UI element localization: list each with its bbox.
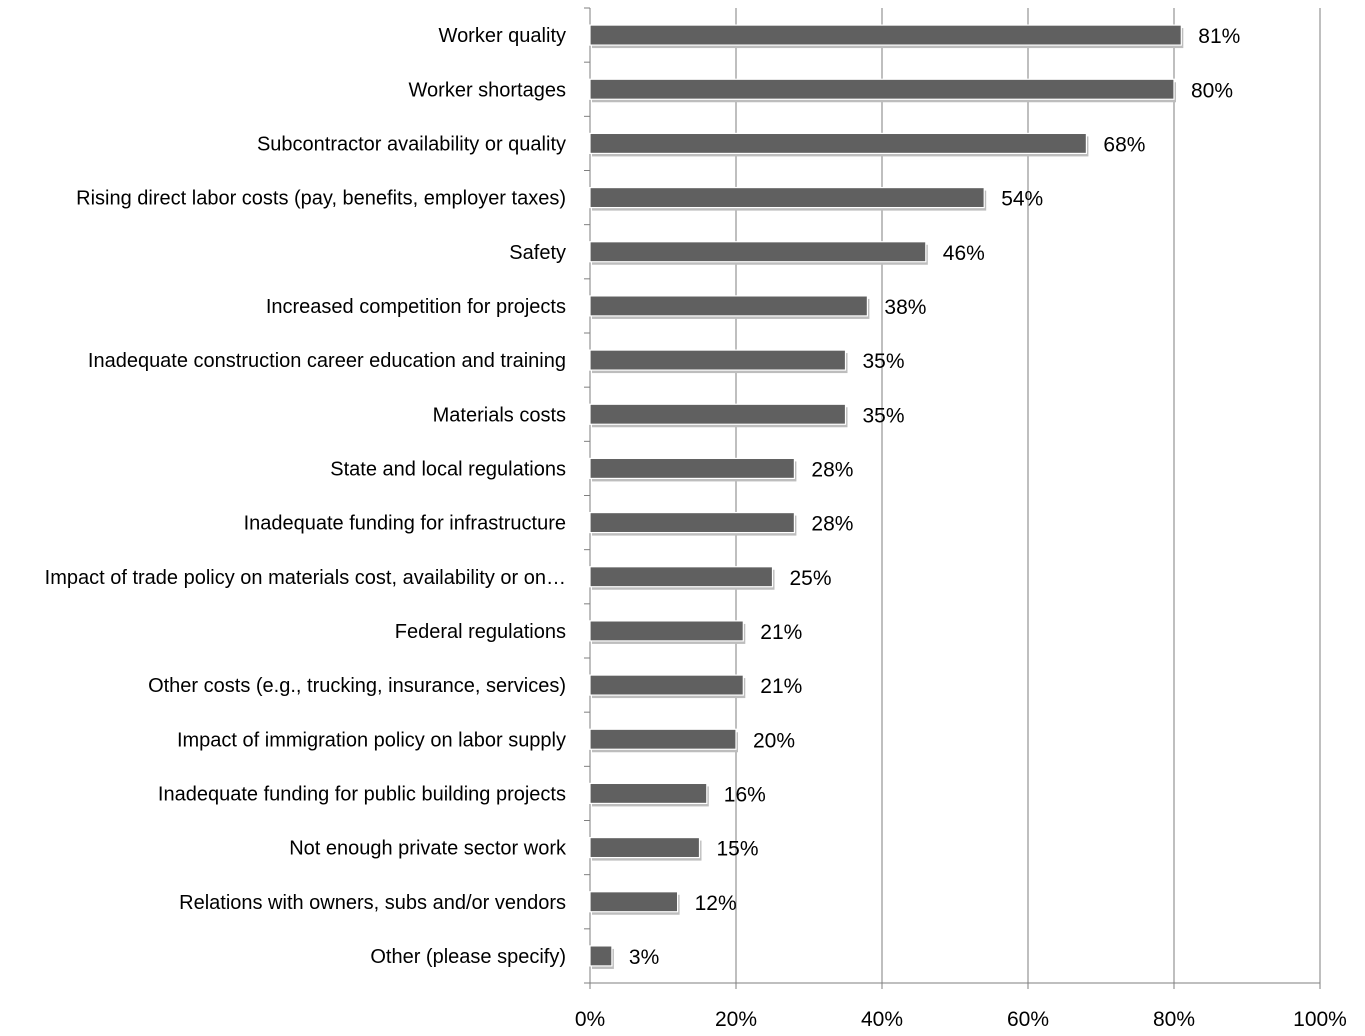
data-label: 35% (863, 404, 905, 427)
data-label: 46% (943, 242, 985, 265)
data-label: 21% (760, 675, 802, 698)
category-label: Inadequate funding for infrastructure (244, 513, 566, 535)
category-label: Increased competition for projects (266, 296, 566, 318)
bar (589, 24, 1182, 46)
data-label: 80% (1191, 79, 1233, 102)
data-label: 54% (1001, 188, 1043, 211)
category-label: Not enough private sector work (289, 838, 567, 860)
category-label: Subcontractor availability or quality (257, 133, 566, 155)
category-label: Federal regulations (395, 621, 566, 643)
bar (589, 674, 744, 696)
data-label: 68% (1103, 133, 1145, 156)
x-tick-label: 80% (1153, 1008, 1195, 1031)
bar (589, 132, 1087, 155)
x-tick-label: 40% (861, 1008, 903, 1031)
bar (589, 836, 701, 859)
x-tick-label: 0% (575, 1008, 605, 1031)
category-label: Impact of immigration policy on labor su… (177, 729, 566, 751)
category-label: State and local regulations (330, 458, 566, 480)
category-label: Rising direct labor costs (pay, benefits… (76, 188, 566, 210)
category-label: Relations with owners, subs and/or vendo… (179, 892, 566, 914)
bar (589, 349, 847, 371)
data-label: 12% (695, 892, 737, 915)
bars (589, 24, 1184, 969)
bar (589, 241, 927, 263)
bar (589, 295, 868, 317)
category-label: Safety (509, 242, 566, 264)
labels: 0% 20% 40% 60% 80% 100% Worker quality 81% Worke… (45, 25, 1347, 1031)
bar (589, 782, 708, 805)
bar (589, 566, 774, 588)
bar (589, 945, 613, 967)
category-label: Worker quality (439, 25, 566, 47)
category-label: Inadequate construction career education… (88, 350, 566, 372)
bar (589, 186, 985, 209)
bar (589, 620, 744, 642)
data-label: 81% (1198, 25, 1240, 48)
category-label: Worker shortages (409, 79, 566, 101)
category-label: Materials costs (433, 404, 566, 426)
data-label: 21% (760, 621, 802, 644)
x-tick-label: 20% (715, 1008, 757, 1031)
bar (589, 728, 737, 750)
data-label: 28% (811, 458, 853, 481)
data-label: 28% (811, 513, 853, 536)
category-label: Other (please specify) (370, 946, 566, 968)
data-label: 20% (753, 729, 795, 752)
data-label: 15% (717, 838, 759, 861)
data-label: 3% (629, 946, 659, 969)
data-label: 35% (863, 350, 905, 373)
category-label: Other costs (e.g., trucking, insurance, … (148, 675, 566, 697)
bar (589, 891, 679, 913)
data-label: 16% (724, 783, 766, 806)
axes (584, 7, 1321, 989)
x-tick-label: 60% (1007, 1008, 1049, 1031)
x-tick-label: 100% (1293, 1008, 1347, 1031)
data-label: 38% (884, 296, 926, 319)
bar (589, 511, 795, 534)
category-label: Impact of trade policy on materials cost… (45, 567, 566, 589)
bar (589, 78, 1175, 100)
bar (589, 457, 795, 480)
category-label: Inadequate funding for public building p… (158, 783, 566, 805)
data-label: 25% (790, 567, 832, 590)
bar (589, 403, 847, 425)
gridlines (735, 8, 1321, 983)
